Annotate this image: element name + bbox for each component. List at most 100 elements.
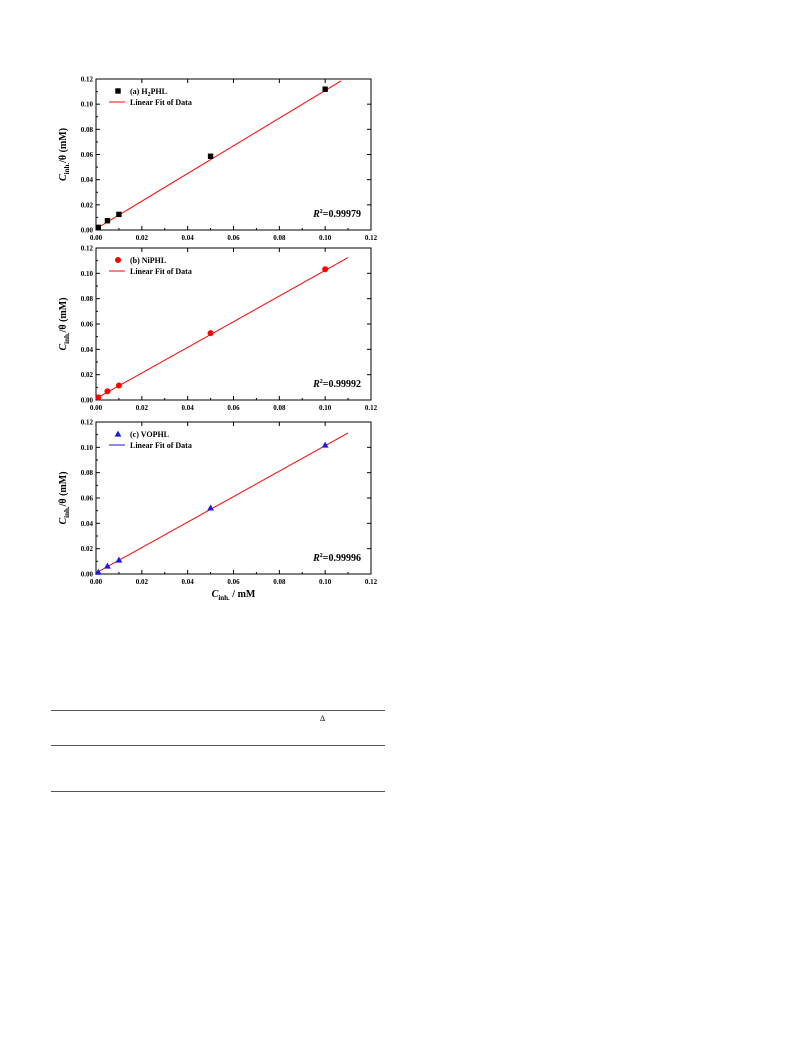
y-axis-title-rest: /θ (mM)	[58, 471, 69, 507]
y-axis-title: Cinh./θ (mM)	[58, 128, 71, 181]
x-tick-label: 0.12	[365, 234, 378, 242]
y-axis-title-rest: /θ (mM)	[58, 128, 69, 164]
y-tick-label: 0.04	[81, 176, 94, 184]
y-tick-label: 0.10	[81, 270, 94, 278]
legend-marker	[115, 88, 121, 94]
x-tick-label: 0.06	[227, 404, 240, 412]
table-header-symbol: Δ	[320, 714, 326, 723]
legend-series-label: (c) VOPHL	[130, 430, 169, 439]
data-point	[207, 153, 214, 159]
chart-panel-c: 0.00 0.02 0.04 0.06 0.08 0.10 0.12 0.00 0.02 0.04…	[58, 419, 378, 603]
x-axis-title-main: C	[212, 589, 219, 600]
x-tick-label: 0.10	[319, 234, 332, 242]
y-axis-title-main: C	[58, 518, 69, 525]
data-point	[322, 86, 328, 92]
legend-name-prefix: (a) H	[130, 87, 148, 96]
x-axis-title: Cinh. / mM	[212, 589, 256, 602]
legend-marker	[115, 257, 121, 263]
legend-marker	[114, 430, 122, 437]
x-tick-label: 0.04	[182, 234, 195, 242]
y-tick-label: 0.08	[81, 469, 94, 477]
legend-series-label: (b) NiPHL	[130, 256, 166, 265]
r2-value: =0.99992	[323, 379, 361, 390]
chart-panel-b: 0.00 0.02 0.04 0.06 0.08 0.10 0.12 0.00 0.02 0.04…	[58, 245, 378, 413]
x-axis-title-sub: inh.	[218, 594, 230, 602]
r2-value: =0.99979	[323, 209, 361, 220]
legend-name: (b) NiPHL	[130, 256, 166, 265]
legend-series-label: (a) H2PHL	[130, 87, 167, 98]
x-tick-label: 0.06	[227, 578, 240, 586]
x-tick-label: 0.02	[136, 404, 149, 412]
x-tick-label: 0.08	[273, 578, 286, 586]
legend-name: (c) VOPHL	[130, 430, 169, 439]
legend-name-suffix: PHL	[151, 87, 167, 96]
x-tick-label: 0.02	[136, 578, 149, 586]
r2-superscript: 2	[320, 209, 323, 215]
data-point	[104, 562, 111, 569]
x-tick-label: 0.10	[319, 578, 332, 586]
r2-symbol: R	[312, 379, 320, 390]
x-tick-label: 0.12	[365, 404, 378, 412]
legend-fit-label: Linear Fit of Data	[130, 98, 192, 107]
x-tick-label: 0.12	[365, 578, 378, 586]
y-tick-label: 0.04	[81, 346, 94, 354]
table-mid-rule	[51, 745, 385, 746]
data-point	[322, 266, 329, 273]
legend-fit-label: Linear Fit of Data	[130, 267, 192, 276]
r2-annotation: R2=0.99979	[312, 209, 361, 220]
table-top-rule	[51, 710, 385, 711]
r2-symbol: R	[312, 553, 320, 564]
x-tick-label: 0.08	[273, 234, 286, 242]
r2-superscript: 2	[320, 379, 323, 385]
y-axis-title: Cinh./θ (mM)	[58, 471, 71, 524]
data-point	[115, 556, 123, 563]
x-axis-title-rest: / mM	[230, 589, 256, 600]
y-axis-title-rest: /θ (mM)	[58, 297, 69, 333]
data-point	[321, 441, 329, 448]
y-tick-label: 0.12	[81, 419, 94, 427]
y-axis-title-main: C	[58, 344, 69, 351]
x-tick-label: 0.04	[182, 578, 195, 586]
x-tick-label: 0.10	[319, 404, 332, 412]
y-tick-label: 0.02	[81, 545, 94, 553]
chart-panel-a: 0.00 0.02 0.04 0.06 0.08 0.10 0.12 0.00 0.02 0.04…	[58, 76, 378, 243]
data-point	[116, 211, 122, 218]
y-tick-label: 0.08	[81, 126, 94, 134]
x-tick-label: 0.02	[136, 234, 149, 242]
y-axis-title-main: C	[58, 174, 69, 181]
x-tick-label: 0.08	[273, 404, 286, 412]
y-tick-label: 0.10	[81, 444, 94, 452]
y-tick-label: 0.02	[81, 201, 94, 209]
y-tick-label: 0.00	[81, 571, 94, 579]
y-tick-label: 0.00	[81, 397, 94, 405]
data-point	[115, 382, 122, 389]
fit-line	[96, 432, 349, 574]
y-tick-label: 0.12	[81, 76, 94, 84]
y-tick-label: 0.02	[81, 371, 94, 379]
x-tick-label: 0.04	[182, 404, 195, 412]
r2-symbol: R	[312, 209, 320, 220]
r2-annotation: R2=0.99996	[312, 553, 361, 564]
y-tick-label: 0.10	[81, 101, 94, 109]
data-point	[95, 394, 102, 401]
x-tick-label: 0.00	[90, 234, 103, 242]
legend-name-sub: 2	[148, 92, 151, 98]
x-tick-label: 0.06	[227, 234, 240, 242]
data-point	[207, 330, 214, 337]
y-axis-title-sub: inh.	[63, 163, 71, 175]
r2-superscript: 2	[320, 553, 323, 559]
data-point	[94, 568, 102, 575]
y-axis-title-sub: inh.	[63, 332, 71, 344]
fit-line	[96, 80, 342, 230]
x-tick-label: 0.00	[90, 578, 103, 586]
r2-value: =0.99996	[323, 553, 361, 564]
legend-fit-label: Linear Fit of Data	[130, 441, 192, 450]
y-tick-label: 0.00	[81, 227, 94, 235]
r2-annotation: R2=0.99992	[312, 379, 361, 390]
x-tick-label: 0.00	[90, 404, 103, 412]
table-bottom-rule	[51, 791, 385, 792]
y-tick-label: 0.04	[81, 520, 94, 528]
data-point	[104, 388, 111, 395]
data-point	[95, 224, 101, 231]
y-tick-label: 0.06	[81, 151, 94, 159]
